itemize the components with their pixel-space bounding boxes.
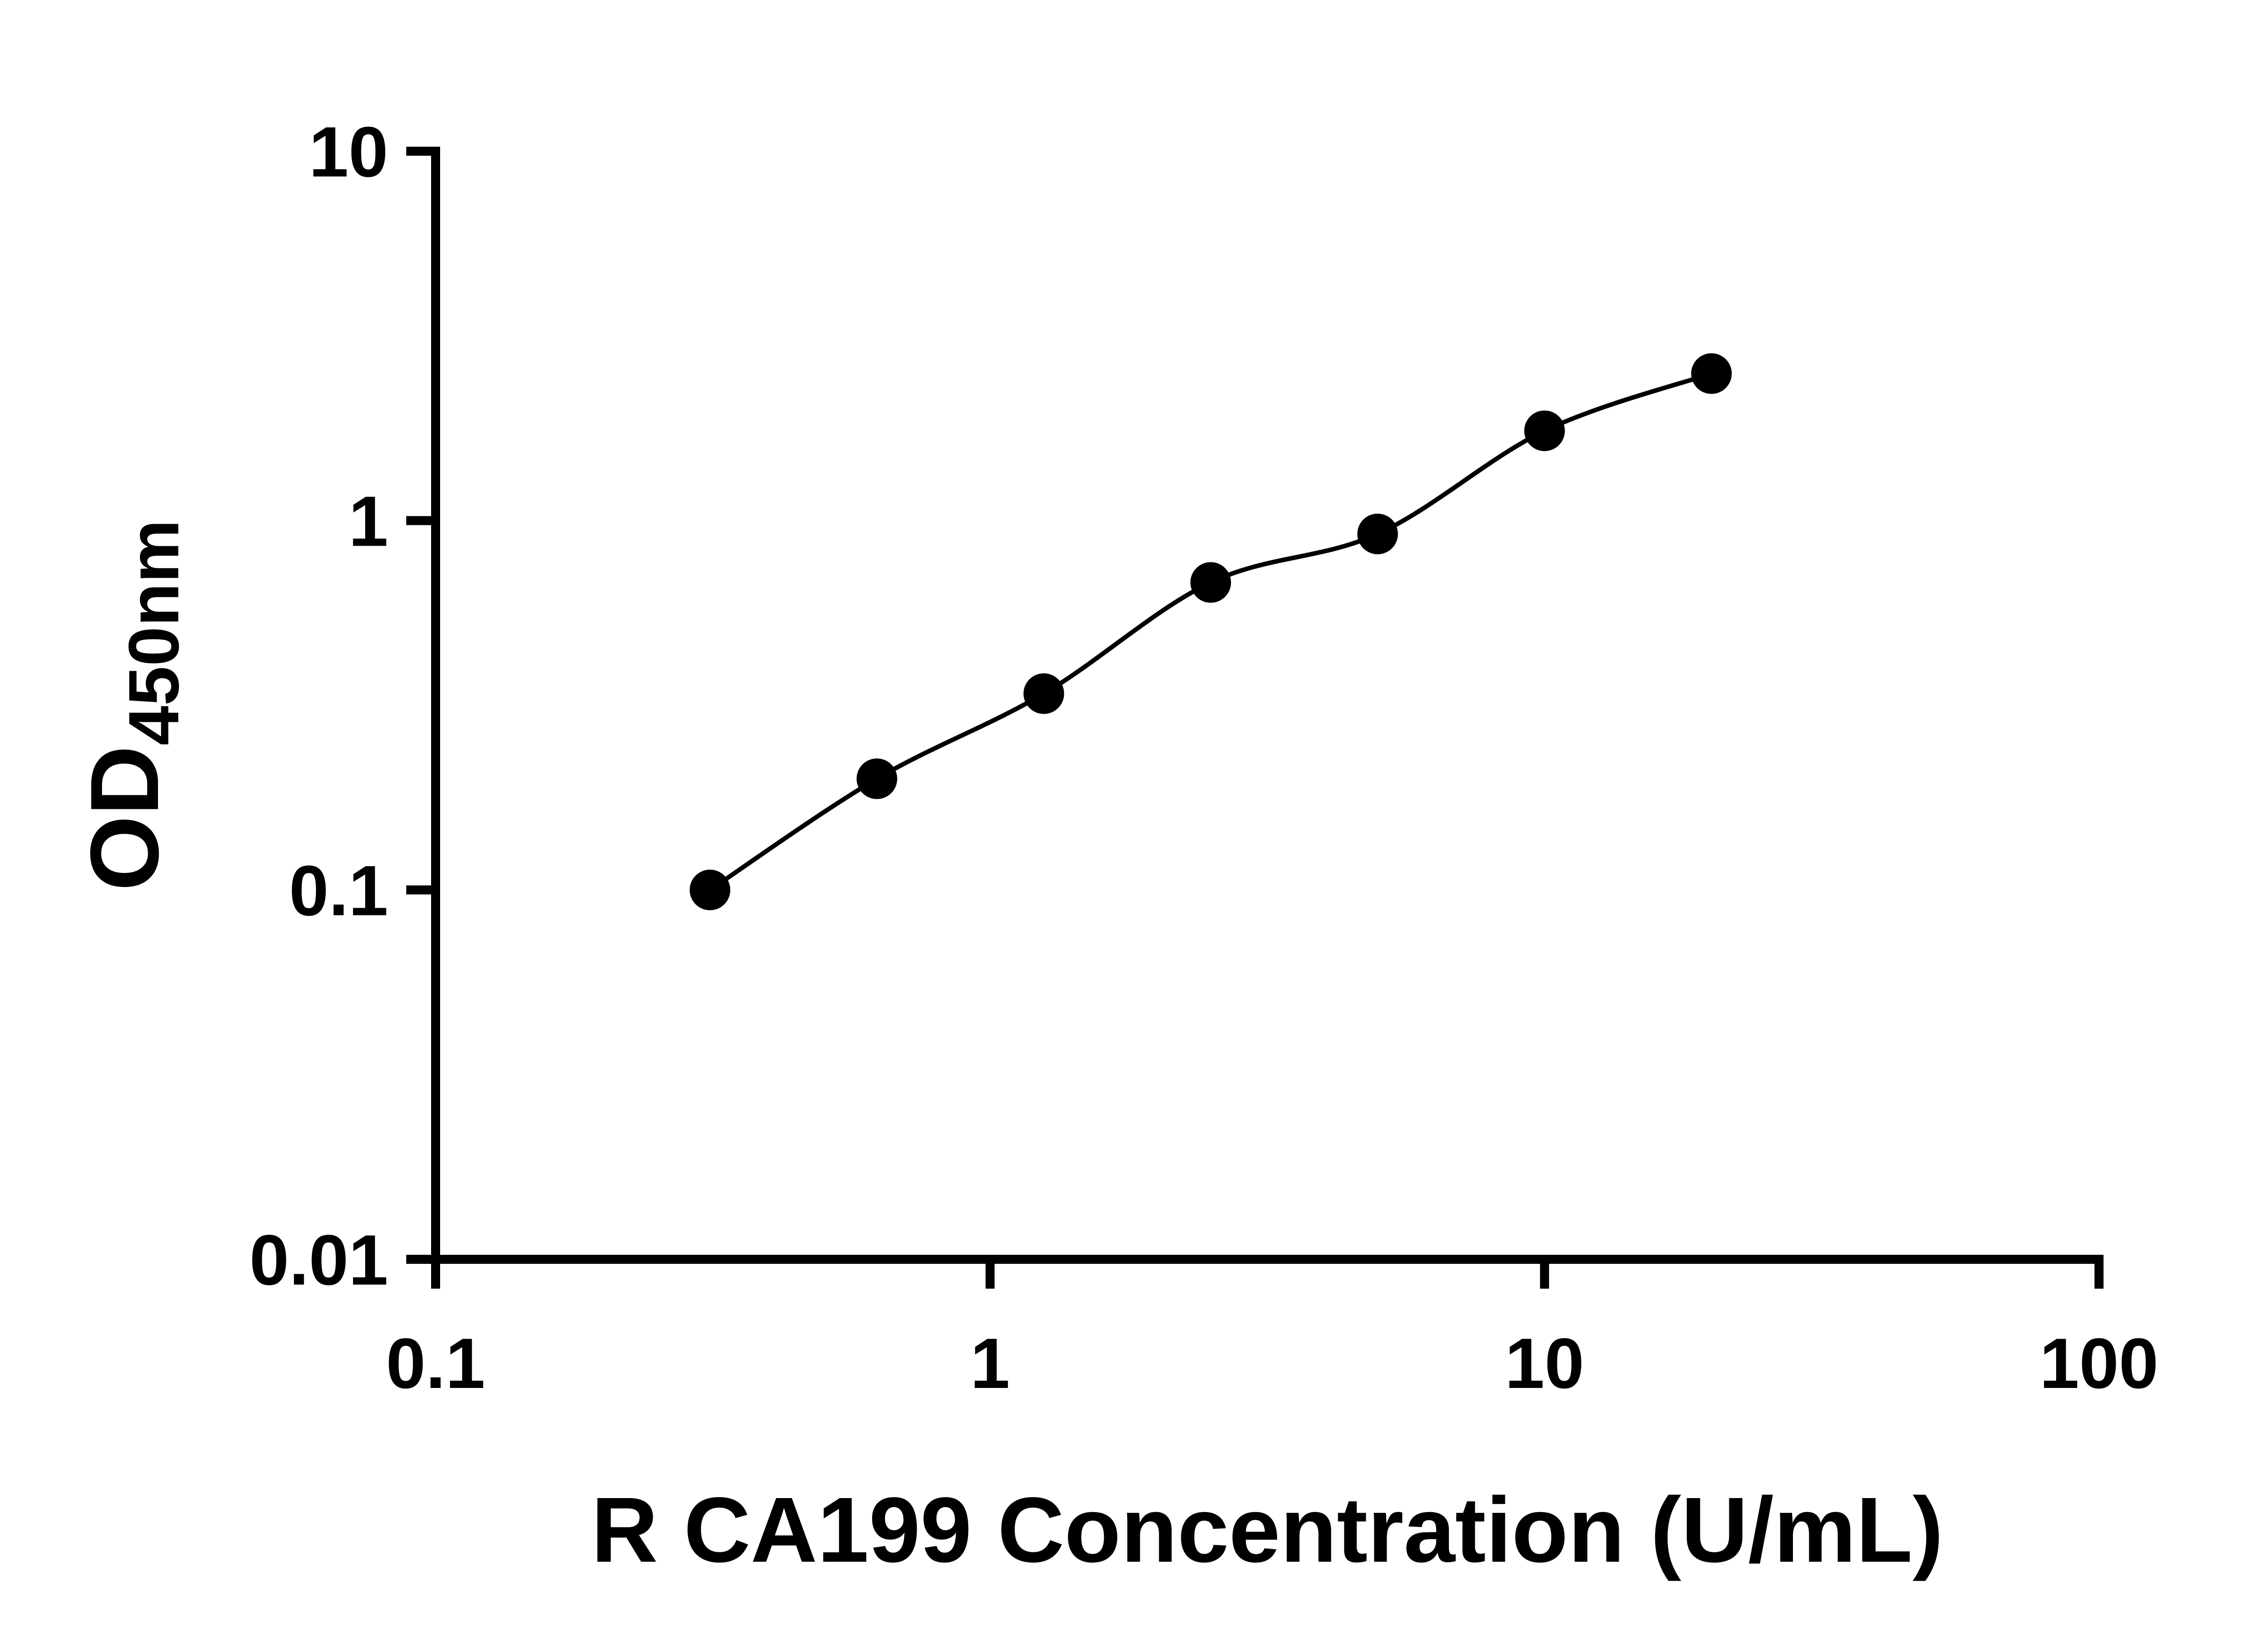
data-point-marker <box>689 869 730 910</box>
y-tick-label: 10 <box>309 112 388 192</box>
data-point-marker <box>1524 410 1565 451</box>
y-axis-title: OD450nm <box>70 520 194 891</box>
data-point-marker <box>1190 562 1231 603</box>
fit-curve <box>709 371 1713 892</box>
y-tick-label: 1 <box>348 482 388 561</box>
y-tick-label: 0.1 <box>289 851 388 931</box>
data-point-marker <box>1691 353 1732 394</box>
x-tick-label: 10 <box>1505 1324 1584 1403</box>
y-tick-label: 0.01 <box>249 1220 388 1300</box>
x-tick-label: 0.1 <box>386 1324 485 1403</box>
data-point-marker <box>1023 673 1064 714</box>
data-point-marker <box>1357 513 1398 554</box>
x-tick-label: 100 <box>2039 1324 2159 1403</box>
data-point-marker <box>856 758 897 799</box>
x-tick-label: 1 <box>970 1324 1010 1403</box>
x-axis-title: R CA199 Concentration (U/mL) <box>591 1478 1944 1582</box>
